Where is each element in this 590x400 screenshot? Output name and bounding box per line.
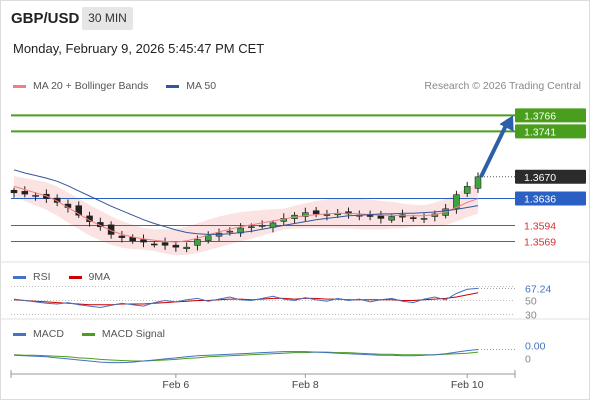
candle-body (140, 239, 147, 243)
candle-body (151, 243, 158, 246)
rsi-tick-label: 30 (525, 310, 537, 322)
macd-signal-line (13, 351, 479, 362)
level-label-1.3636: 1.3636 (524, 194, 556, 206)
symbol-title: GBP/USD (11, 10, 80, 27)
candle-body (323, 214, 331, 216)
x-tick-label: Feb 8 (292, 379, 319, 391)
ma20-legend-label: MA 20 + Bollinger Bands (33, 80, 149, 92)
x-tick-label: Feb 6 (162, 379, 189, 391)
price-legend: MA 20 + Bollinger Bands MA 50 (13, 80, 234, 92)
candle-body (302, 212, 309, 217)
macd-last-value: 0.00 (525, 340, 546, 352)
candle-body (409, 217, 417, 219)
rsi-line (13, 287, 479, 309)
rsi-last-value: 67.24 (525, 283, 551, 295)
candle-body (161, 242, 169, 246)
candle-body (453, 194, 460, 209)
candle-body (10, 189, 18, 194)
candle-body (118, 235, 126, 238)
ma50-line (13, 169, 479, 235)
candle-body (258, 225, 266, 227)
level-label-1.3741: 1.3741 (524, 126, 556, 138)
level-label-1.3766: 1.3766 (524, 110, 556, 122)
macd-tick-label: 0 (525, 353, 531, 365)
candle-body (32, 195, 39, 197)
x-tick-label: Feb 10 (451, 379, 484, 391)
rsi-legend-swatch (13, 275, 26, 279)
macd-line (13, 349, 479, 364)
level-tag-bg-1.3741 (515, 124, 586, 139)
macd-signal-legend-label: MACD Signal (101, 328, 165, 340)
candle-body (420, 218, 428, 220)
macd-legend-swatch (13, 332, 26, 336)
candle-body (53, 197, 61, 203)
level-label-1.3670: 1.3670 (524, 172, 556, 184)
ma50-legend-swatch (166, 84, 180, 88)
level-tag-bg-1.3766 (515, 108, 586, 123)
rsi-ma-legend-swatch (68, 275, 82, 279)
candle-body (97, 222, 104, 228)
candle-body (21, 191, 29, 195)
bollinger-band (14, 176, 478, 256)
candle-body (312, 210, 320, 215)
candle-body (75, 205, 83, 216)
rsi-ma-legend-label: 9MA (88, 271, 111, 283)
candle-body (463, 186, 471, 194)
macd-legend-label: MACD (33, 328, 64, 340)
candle-body (248, 226, 255, 229)
forecast-arrow-shaft (479, 122, 509, 178)
level-tag-bg-1.3670 (515, 169, 586, 184)
candle-body (194, 239, 201, 246)
candle-body (377, 215, 385, 219)
ma50-legend-label: MA 50 (186, 80, 217, 92)
rsi-ma9-line (13, 292, 479, 306)
credit-label: Research © 2026 Trading Central (424, 80, 581, 92)
rsi-legend-label: RSI (33, 271, 51, 283)
macd-signal-legend-swatch (81, 332, 95, 336)
candle-body (474, 176, 482, 189)
timeframe-button[interactable]: 30 MIN (82, 7, 133, 30)
rsi-tick-label: 50 (525, 296, 537, 308)
ma20-legend-swatch (13, 84, 26, 88)
candle-body (388, 216, 395, 221)
datetime-label: Monday, February 9, 2026 5:45:47 PM CET (13, 41, 265, 56)
ma20-line (13, 185, 479, 243)
candle-body (226, 230, 234, 233)
macd-legend: MACD MACD Signal (13, 328, 183, 340)
candle-body (204, 235, 212, 241)
level-tag-bg-1.3636 (515, 191, 586, 206)
level-label-1.3569: 1.3569 (524, 236, 556, 248)
rsi-legend: RSI 9MA (13, 271, 128, 283)
forecast-arrow-head (499, 115, 514, 132)
candle-body (183, 246, 190, 250)
candle-body (172, 244, 180, 248)
level-label-1.3594: 1.3594 (524, 220, 556, 232)
